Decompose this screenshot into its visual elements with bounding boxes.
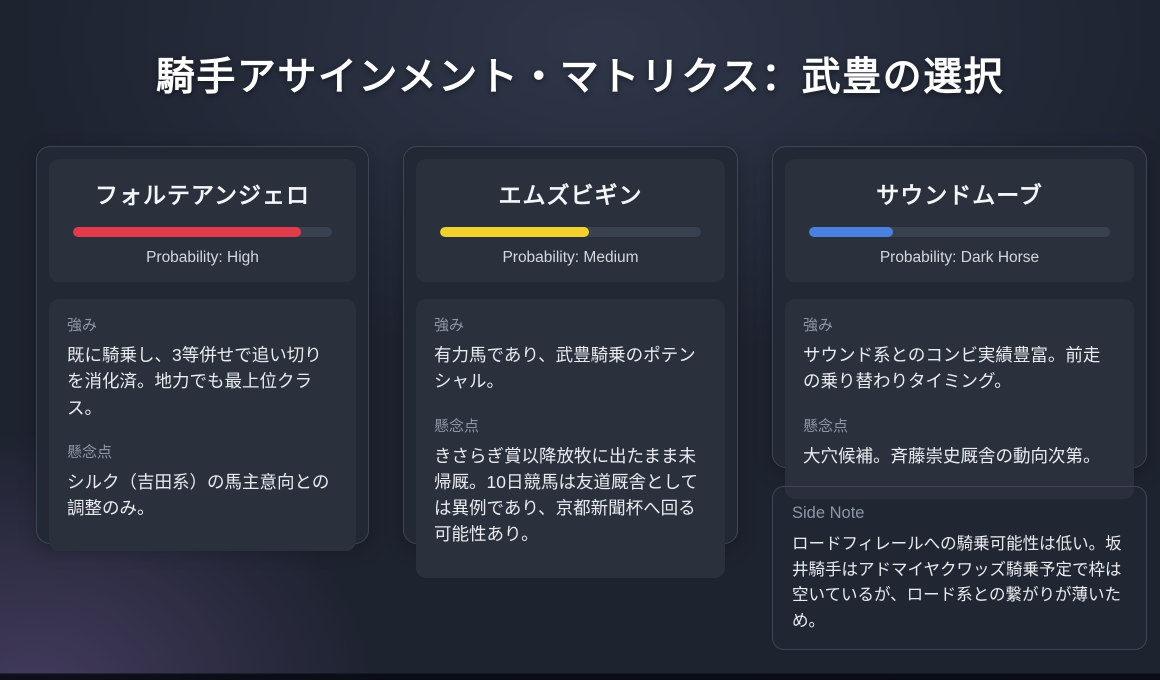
strengths-label: 強み bbox=[434, 317, 465, 334]
strengths-text: サウンド系とのコンビ実績豊富。前走の乗り替わりタイミング。 bbox=[803, 345, 1101, 392]
strengths-text: 既に騎乗し、3等併せで追い切りを消化済。地力でも最上位クラス。 bbox=[67, 345, 322, 418]
concerns-label: 懸念点 bbox=[434, 417, 480, 435]
third-column: サウンドムーブ Probability: Dark Horse 強み サウンド系… bbox=[772, 146, 1147, 651]
strengths-text: 有力馬であり、武豊騎乗のポテンシャル。 bbox=[434, 345, 696, 392]
probability-bar-fill bbox=[73, 227, 301, 237]
concerns-label: 懸念点 bbox=[67, 443, 113, 461]
probability-bar-track bbox=[73, 227, 332, 237]
probability-label: Probability: High bbox=[146, 249, 259, 266]
card-body: 強み 有力馬であり、武豊騎乗のポテンシャル。 懸念点 きさらぎ賞以降放牧に出たま… bbox=[416, 299, 725, 578]
probability-bar-track bbox=[809, 227, 1110, 237]
horse-name: サウンドムーブ bbox=[876, 182, 1043, 208]
card-header: サウンドムーブ Probability: Dark Horse bbox=[785, 159, 1134, 282]
probability-bar-fill bbox=[440, 227, 589, 237]
concerns-text: きさらぎ賞以降放牧に出たまま未帰厩。10日競馬は友道厩舎としては異例であり、京都… bbox=[434, 445, 698, 545]
assignment-matrix: フォルテアンジェロ Probability: High 強み 既に騎乗し、3等併… bbox=[0, 102, 1160, 651]
strengths-label: 強み bbox=[803, 317, 834, 334]
concerns-label: 懸念点 bbox=[803, 417, 849, 435]
concerns-text: 大穴候補。斉藤崇史厩舎の動向次第。 bbox=[803, 445, 1101, 466]
probability-bar-track bbox=[440, 227, 701, 237]
probability-label: Probability: Medium bbox=[502, 249, 639, 266]
concerns-text: シルク（吉田系）の馬主意向との調整のみ。 bbox=[67, 471, 330, 518]
side-note-label: Side Note bbox=[792, 504, 865, 522]
horse-card-ms-begin: エムズビギン Probability: Medium 強み 有力馬であり、武豊騎… bbox=[403, 146, 738, 578]
horse-card-forte-angelo: フォルテアンジェロ Probability: High 強み 既に騎乗し、3等併… bbox=[36, 146, 369, 552]
card-header: エムズビギン Probability: Medium bbox=[416, 159, 725, 282]
strengths-label: 強み bbox=[67, 317, 98, 334]
horse-name: フォルテアンジェロ bbox=[94, 182, 311, 208]
card-body: 強み 既に騎乗し、3等併せで追い切りを消化済。地力でも最上位クラス。 懸念点 シ… bbox=[49, 299, 356, 552]
probability-label: Probability: Dark Horse bbox=[879, 249, 1040, 266]
card-body: 強み サウンド系とのコンビ実績豊富。前走の乗り替わりタイミング。 懸念点 大穴候… bbox=[785, 299, 1134, 499]
horse-name: エムズビギン bbox=[498, 182, 643, 208]
horse-card-sound-move: サウンドムーブ Probability: Dark Horse 強み サウンド系… bbox=[772, 146, 1147, 499]
page-title: 騎手アサインメント・マトリクス：武豊の選択 bbox=[155, 56, 1005, 99]
side-note-box: Side Note ロードフィレールへの騎乗可能性は低い。坂井騎手はアドマイヤク… bbox=[772, 486, 1147, 651]
side-note-text: ロードフィレールへの騎乗可能性は低い。坂井騎手はアドマイヤクワッズ騎乗予定で枠は… bbox=[792, 535, 1122, 630]
card-header: フォルテアンジェロ Probability: High bbox=[49, 159, 356, 282]
probability-bar-fill bbox=[809, 227, 894, 237]
